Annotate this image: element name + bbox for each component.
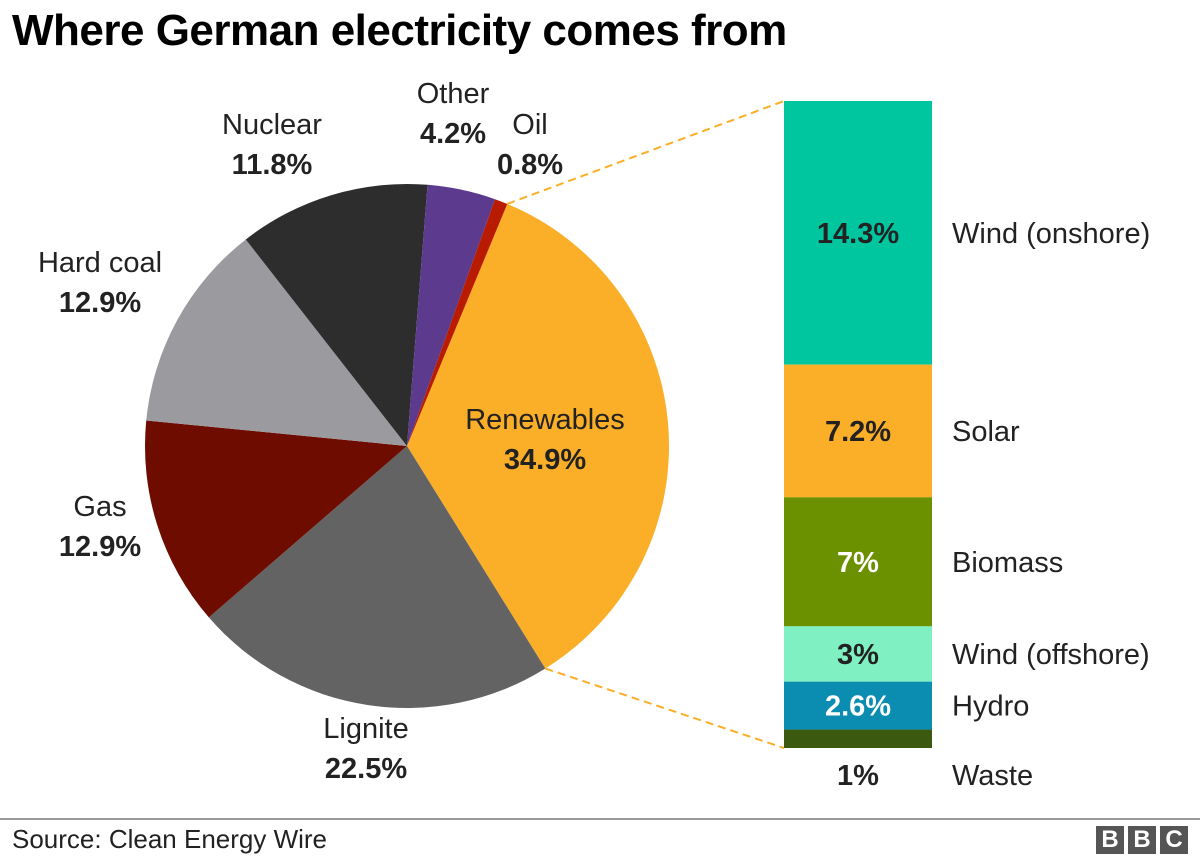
chart-labels: Renewables 34.9% Lignite 22.5% Gas 12.9% Hard … [38,78,1150,792]
pie-label-oil: Oil [512,109,547,141]
pie-value-hard-coal: 12.9% [59,287,141,319]
source-note: Source: Clean Energy Wire [12,824,328,854]
pie-value-lignite: 22.5% [325,753,407,785]
pie-slice-oil [407,199,508,446]
pie-value-gas: 12.9% [59,531,141,563]
pie-chart [144,184,670,709]
connector-bottom [544,667,785,749]
bar-segment-wind-onshore [784,101,932,365]
pie-label-gas: Gas [73,491,126,523]
pie-label-hard-coal: Hard coal [38,247,162,279]
bar-segment-biomass [784,497,932,627]
bar-label-solar: Solar [952,416,1020,448]
pie-value-nuclear: 11.8% [232,149,313,181]
bar-value-biomass: 7% [837,547,879,579]
pie-label-renewables: Renewables [465,404,625,436]
bar-value-wind-onshore: 14.3% [817,218,899,250]
pie-value-renewables: 34.9% [504,444,586,476]
bar-label-wind-onshore: Wind (onshore) [952,218,1150,250]
bar-segment-solar [784,364,932,498]
pie-slice-nuclear [245,184,428,446]
chart-title: Where German electricity comes from [12,6,787,55]
bar-label-wind-offshore: Wind (offshore) [952,639,1150,671]
pie-label-lignite: Lignite [323,713,408,745]
pie-slice-other [407,184,495,446]
pie-value-oil: 0.8% [497,149,563,181]
bbc-logo: B B C [1096,826,1188,854]
bar-segment-hydro [784,681,932,730]
pie-label-other: Other [417,78,490,110]
pie-slice-hard-coal [146,239,408,446]
bar-segment-wind-offshore [784,626,932,682]
bar-value-waste: 1% [837,760,879,792]
footer-divider [0,818,1200,820]
pie-value-other: 4.2% [420,118,486,150]
bar-segment-waste [784,729,932,748]
connector-top [506,100,785,205]
logo-letter: C [1160,826,1188,854]
chart-canvas: Renewables 34.9% Lignite 22.5% Gas 12.9% Hard … [38,78,1150,792]
bar-value-solar: 7.2% [825,416,891,448]
pie-slice-lignite [208,446,546,709]
bar-label-waste: Waste [952,760,1033,792]
renewables-breakdown-bar [784,101,932,748]
pie-slice-gas [144,420,408,618]
bar-value-wind-offshore: 3% [837,639,879,671]
logo-letter: B [1128,826,1156,854]
bar-label-biomass: Biomass [952,547,1063,579]
bar-label-hydro: Hydro [952,691,1029,723]
pie-slice-renewables [407,203,670,669]
bar-value-hydro: 2.6% [825,691,891,723]
connector-lines [506,100,785,749]
pie-label-nuclear: Nuclear [222,109,322,141]
logo-letter: B [1096,826,1124,854]
